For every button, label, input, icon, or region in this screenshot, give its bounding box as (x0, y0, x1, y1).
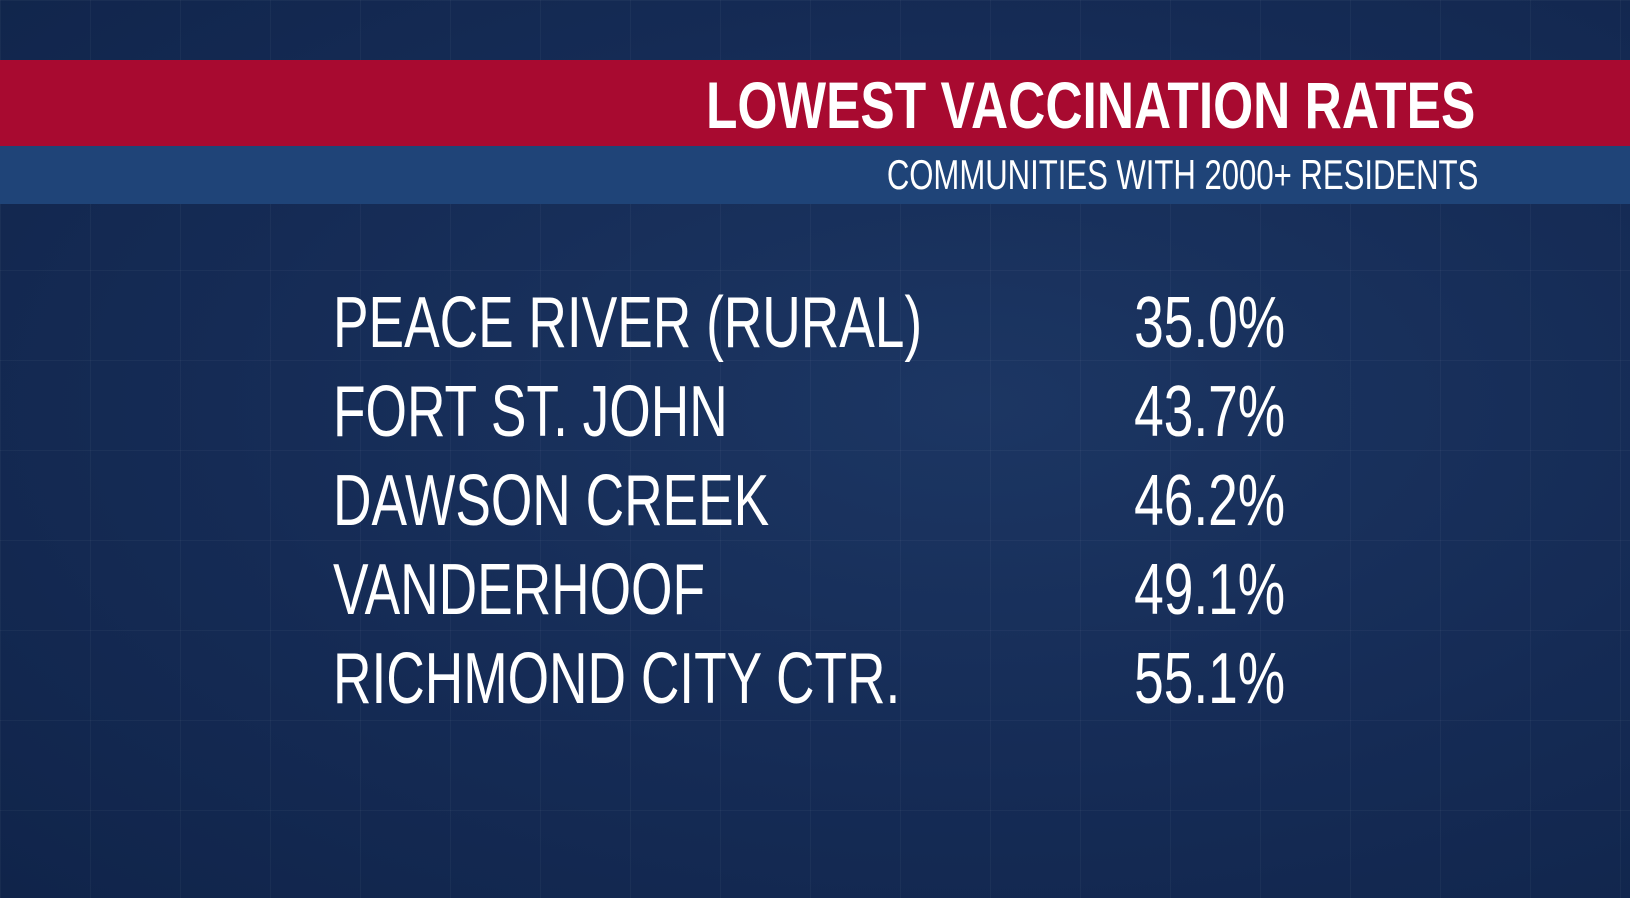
title-band (0, 60, 1630, 146)
community-name: VANDERHOOF (333, 550, 706, 630)
community-name: FORT ST. JOHN (333, 372, 728, 452)
subtitle: COMMUNITIES WITH 2000+ RESIDENTS (886, 151, 1478, 198)
community-name: RICHMOND CITY CTR. (333, 639, 901, 719)
title: LOWEST VACCINATION RATES (705, 68, 1475, 142)
community-name: DAWSON CREEK (333, 461, 770, 541)
subtitle-band (0, 146, 1630, 204)
community-name: PEACE RIVER (RURAL) (333, 283, 923, 363)
vaccination-rate: 46.2% (1133, 461, 1285, 541)
vaccination-rate: 49.1% (1133, 550, 1285, 630)
vaccination-rate: 35.0% (1133, 283, 1285, 363)
vaccination-rate: 55.1% (1133, 639, 1285, 719)
vaccination-rate: 43.7% (1133, 372, 1285, 452)
